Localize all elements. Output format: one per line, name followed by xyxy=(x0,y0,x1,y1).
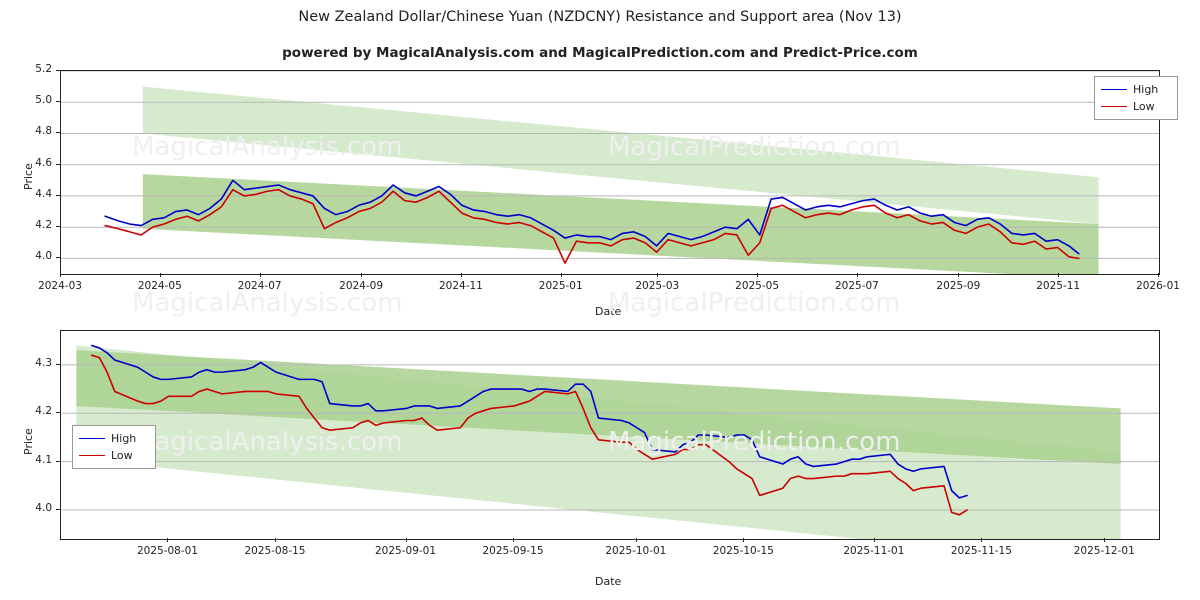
x-tick-label: 2025-11-15 xyxy=(950,545,1012,557)
series-line-high xyxy=(104,179,1080,255)
x-tick-mark xyxy=(958,273,960,277)
x-tick-label: 2025-08-15 xyxy=(244,545,306,557)
x-tick-label: 2024-09 xyxy=(339,280,384,292)
y-tick-label: 4.1 xyxy=(35,453,52,466)
legend-label-high: High xyxy=(111,432,137,445)
y-tick-mark xyxy=(56,70,60,71)
x-tick-mark xyxy=(560,273,562,277)
top-x-axis-label: Date xyxy=(595,305,622,318)
x-tick-mark xyxy=(1058,273,1060,277)
y-tick-label: 4.8 xyxy=(35,125,52,138)
bottom-chart-panel: Price Date High Low 4.0 4.1 4.2 4.3 2025-08-… xyxy=(0,320,1200,600)
y-tick-label: 4.3 xyxy=(35,356,52,369)
band-outer-resistance-support xyxy=(142,86,1099,224)
series-line-low xyxy=(90,354,968,516)
x-tick-label: 2024-05 xyxy=(137,280,182,292)
series-line-high xyxy=(90,344,968,499)
x-tick-mark xyxy=(167,538,169,542)
y-tick-label: 5.0 xyxy=(35,94,52,107)
top-legend: High Low xyxy=(1094,76,1178,120)
x-tick-label: 2024-07 xyxy=(237,280,282,292)
y-tick-label: 5.2 xyxy=(35,63,52,75)
x-tick-label: 2025-07 xyxy=(834,280,879,292)
legend-label-low: Low xyxy=(1133,100,1155,113)
x-tick-label: 2025-09 xyxy=(936,280,981,292)
band-inner-resistance-support xyxy=(142,174,1099,274)
x-tick-mark xyxy=(1104,538,1106,542)
x-tick-label: 2025-03 xyxy=(635,280,680,292)
y-tick-mark xyxy=(56,132,60,134)
top-plot-area xyxy=(60,70,1160,275)
y-tick-mark xyxy=(56,101,60,103)
y-tick-label: 4.0 xyxy=(35,501,52,514)
legend-row-low: Low xyxy=(79,447,149,464)
y-tick-label: 4.6 xyxy=(35,156,52,169)
legend-row-high: High xyxy=(1101,81,1171,98)
page-title: New Zealand Dollar/Chinese Yuan (NZDCNY)… xyxy=(298,9,902,25)
legend-row-high: High xyxy=(79,430,149,447)
x-tick-label: 2025-11 xyxy=(1036,280,1081,292)
y-tick-label: 4.2 xyxy=(35,219,52,232)
y-tick-mark xyxy=(56,257,60,259)
y-tick-mark xyxy=(56,508,60,510)
bottom-y-axis-label: Price xyxy=(22,428,35,455)
band-inner-resistance-support xyxy=(76,350,1121,464)
x-tick-mark xyxy=(460,273,462,277)
series-line-low xyxy=(104,188,1080,264)
x-tick-label: 2024-03 xyxy=(38,280,82,292)
y-tick-mark xyxy=(56,163,60,165)
x-tick-mark xyxy=(274,538,276,542)
x-tick-label: 2025-09-15 xyxy=(482,545,544,557)
plot2-svg xyxy=(61,344,1159,539)
y-tick-mark xyxy=(56,363,60,365)
x-tick-mark xyxy=(981,538,983,542)
y-tick-label: 4.0 xyxy=(35,250,52,263)
legend-label-high: High xyxy=(1133,83,1159,96)
legend-swatch-low xyxy=(79,455,105,456)
x-tick-label: 2025-08-01 xyxy=(136,545,198,557)
x-tick-label: 2025-12-01 xyxy=(1073,545,1135,557)
bottom-x-axis-label: Date xyxy=(595,575,622,588)
x-tick-mark xyxy=(757,273,759,277)
legend-label-low: Low xyxy=(111,449,133,462)
y-tick-mark xyxy=(56,226,60,228)
x-tick-mark xyxy=(259,273,261,277)
x-tick-label: 2025-10-15 xyxy=(712,545,774,557)
x-tick-label: 2024-11 xyxy=(438,280,483,292)
x-tick-mark xyxy=(361,273,363,277)
x-tick-mark xyxy=(873,538,875,542)
x-tick-label: 2025-05 xyxy=(735,280,780,292)
top-y-axis-label: Price xyxy=(22,163,35,190)
x-tick-label: 2025-01 xyxy=(538,280,583,292)
page-subtitle: powered by MagicalAnalysis.com and Magic… xyxy=(282,45,918,61)
top-chart-panel: Price Date High Low 4.0 4.2 4.4 4.6 4.8 5.0 5.… xyxy=(22,63,1180,318)
x-tick-mark xyxy=(405,538,407,542)
x-tick-label: 2025-10-01 xyxy=(605,545,667,557)
x-tick-label: 2026-01 xyxy=(1136,280,1180,292)
y-tick-mark xyxy=(56,460,60,462)
bottom-plot-area xyxy=(60,330,1160,540)
legend-swatch-high xyxy=(79,438,105,439)
bottom-legend: High Low xyxy=(72,425,156,469)
legend-row-low: Low xyxy=(1101,98,1171,115)
y-tick-mark xyxy=(56,412,60,414)
x-tick-mark xyxy=(635,538,637,542)
x-tick-mark xyxy=(1158,273,1159,277)
y-tick-label: 4.2 xyxy=(35,405,52,418)
x-tick-label: 2025-09-01 xyxy=(375,545,437,557)
y-tick-label: 4.4 xyxy=(35,187,52,200)
x-tick-mark xyxy=(60,273,61,277)
x-tick-mark xyxy=(159,273,161,277)
legend-swatch-low xyxy=(1101,106,1127,107)
x-tick-mark xyxy=(513,538,515,542)
x-tick-mark xyxy=(657,273,659,277)
plot1-svg xyxy=(61,71,1159,274)
y-tick-mark xyxy=(56,194,60,196)
x-tick-label: 2025-11-01 xyxy=(843,545,905,557)
x-tick-mark xyxy=(856,273,858,277)
legend-swatch-high xyxy=(1101,89,1127,90)
x-tick-mark xyxy=(743,538,745,542)
